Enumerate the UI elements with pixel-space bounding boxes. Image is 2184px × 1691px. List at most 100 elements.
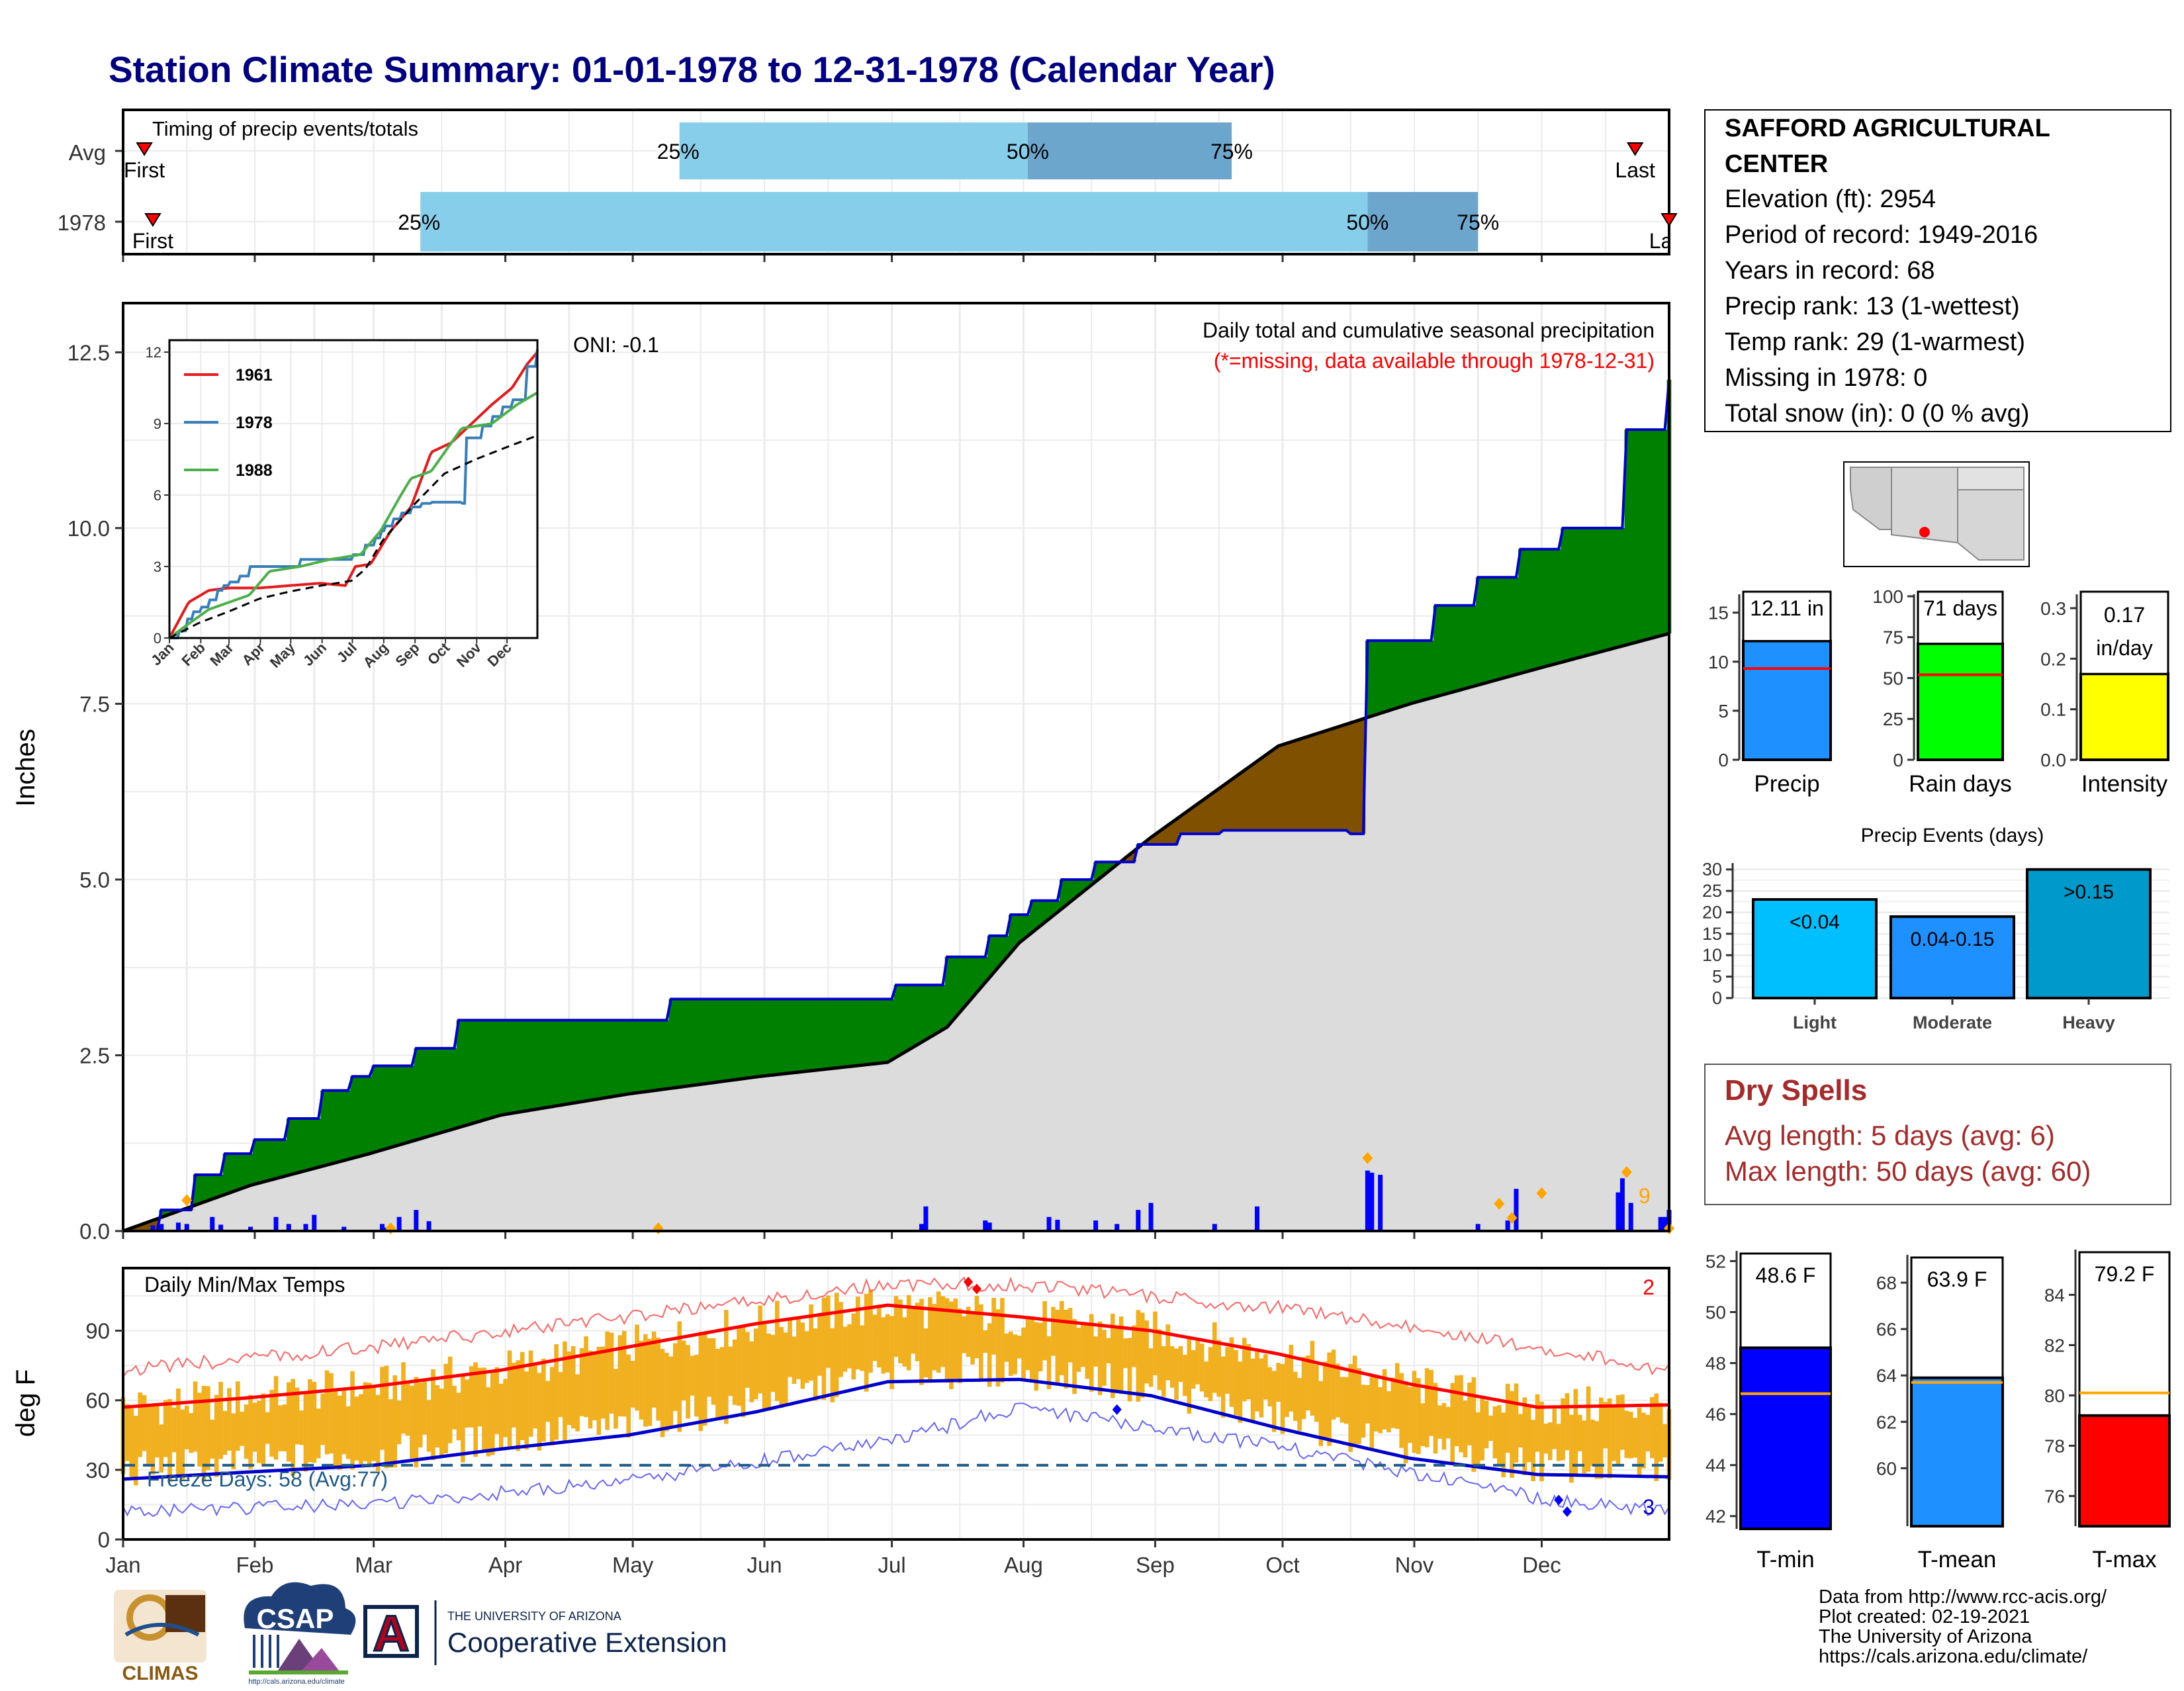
daily-temp-bar (354, 1396, 359, 1461)
daily-temp-bar (388, 1399, 393, 1468)
daily-temp-bar (817, 1313, 822, 1376)
daily-precip-bar (983, 1220, 988, 1231)
daily-temp-bar (940, 1296, 945, 1367)
first-event-label: First (132, 229, 173, 253)
daily-temp-bar (1059, 1301, 1064, 1375)
daily-temp-bar (469, 1366, 474, 1428)
daily-temp-bar (1492, 1406, 1498, 1459)
tbar-value-label: 48.6 F (1756, 1263, 1816, 1287)
daily-temp-bar (995, 1309, 1001, 1387)
precip-y-tick-label: 5.0 (79, 868, 110, 892)
daily-temp-bar (1030, 1316, 1034, 1383)
daily-temp-bar (1633, 1418, 1637, 1458)
daily-temp-bar (1034, 1322, 1039, 1391)
daily-temp-bar (371, 1385, 376, 1461)
daily-precip-bar (1658, 1216, 1663, 1231)
tbar-value-box (1739, 1252, 1832, 1349)
dry-spells-title: Dry Spells (1725, 1074, 1867, 1107)
inset-legend-label: 1961 (236, 366, 273, 385)
daily-temp-bar (1000, 1298, 1005, 1383)
daily-temp-bar (1021, 1327, 1026, 1381)
daily-precip-bar (1148, 1203, 1154, 1231)
daily-temp-bar (337, 1395, 342, 1470)
daily-temp-bar (1042, 1301, 1047, 1361)
daily-temp-bar (545, 1381, 551, 1422)
daily-temp-bar (1216, 1340, 1222, 1397)
tbar-y-tick-label: 82 (2044, 1335, 2065, 1355)
stat-category-label: Precip (1754, 771, 1819, 797)
daily-temp-bar (1068, 1308, 1073, 1363)
daily-temp-bar (1148, 1348, 1154, 1387)
daily-precip-bar (1046, 1216, 1052, 1231)
daily-temp-bar (1314, 1364, 1319, 1422)
daily-temp-bar (881, 1317, 886, 1374)
daily-temp-bar (197, 1393, 202, 1467)
daily-temp-bar (1526, 1407, 1531, 1463)
daily-temp-bar (656, 1338, 660, 1421)
daily-temp-bar (1577, 1414, 1582, 1451)
university-arizona-logo: A THE UNIVERSITY OF ARIZONA Cooperative … (363, 1600, 727, 1665)
tbar-y-tick-label: 68 (1876, 1273, 1897, 1293)
daily-temp-bar (783, 1332, 788, 1404)
daily-temp-bar (715, 1349, 720, 1420)
record-temp-marker (1554, 1494, 1564, 1506)
daily-temp-bar (949, 1301, 954, 1389)
daily-temp-bar (1662, 1424, 1667, 1458)
tbar-y-tick-label: 84 (2044, 1285, 2065, 1305)
dry-spells-avg: Avg length: 5 days (avg: 6) (1725, 1120, 2055, 1151)
daily-temp-bar (592, 1351, 597, 1420)
precip-events-title: Precip Events (days) (1861, 825, 2044, 846)
events-y-tick-label: 20 (1702, 902, 1722, 922)
daily-temp-bar (1017, 1335, 1022, 1359)
freeze-days-label: Freeze Days: 58 (Avg:77) (147, 1467, 388, 1491)
first-event-label: First (124, 158, 165, 182)
daily-temp-bar (167, 1398, 172, 1483)
daily-temp-bar (257, 1400, 261, 1463)
stat-y-tick-label: 75 (1883, 627, 1903, 648)
timing-bar-25-50 (679, 122, 1028, 179)
daily-temp-bar (473, 1362, 478, 1457)
precip-y-tick-label: 12.5 (68, 340, 110, 365)
daily-temp-bar (953, 1298, 958, 1379)
temp-y-tick-label: 90 (85, 1319, 110, 1344)
daily-temp-bar (1403, 1381, 1408, 1464)
temp-y-tick-label: 0 (98, 1528, 110, 1552)
daily-temp-bar (1543, 1424, 1549, 1454)
csap-logo: CSAP http://cals.arizona.edu/climate (244, 1582, 356, 1686)
daily-temp-bar (698, 1332, 704, 1432)
daily-temp-bar (163, 1400, 168, 1457)
precip-y-tick-label: 0.0 (79, 1219, 110, 1244)
daily-temp-bar (779, 1327, 784, 1408)
daily-temp-bar (1238, 1361, 1243, 1423)
precip-panel: 0.0 2.5 5.0 7.5 10.0 12.5 Inches Daily total … (11, 302, 1674, 1244)
stat-y-tick-label: 25 (1883, 709, 1903, 729)
daily-temp-bar (1450, 1383, 1455, 1463)
daily-temp-bar (414, 1377, 419, 1468)
events-bar-label: >0.15 (2064, 882, 2114, 903)
daily-temp-bar (1110, 1313, 1115, 1398)
daily-precip-bar (414, 1210, 419, 1231)
daily-temp-bar (1081, 1323, 1085, 1367)
daily-temp-bar (614, 1369, 618, 1429)
daily-temp-bar (570, 1346, 576, 1429)
daily-temp-bar (1280, 1364, 1285, 1434)
daily-temp-bar (541, 1358, 546, 1441)
events-category-label: Heavy (2062, 1013, 2115, 1032)
first-event-marker (136, 142, 153, 156)
daily-temp-bar (171, 1407, 177, 1453)
record-high-count: 2 (1643, 1275, 1655, 1299)
daily-temp-bar (1336, 1363, 1340, 1418)
daily-precip-bar (1514, 1189, 1519, 1231)
daily-temp-bar (584, 1336, 588, 1418)
daily-precip-bar (379, 1224, 385, 1231)
daily-temp-bar (401, 1362, 406, 1434)
daily-temp-bar (668, 1356, 674, 1427)
daily-temp-bar (974, 1295, 979, 1359)
timing-label-50: 50% (1346, 210, 1388, 234)
temperature-panel: 0 30 60 90 Jan Feb Mar Apr May Jun Jul Aug Sep Oct No… (11, 1267, 1672, 1577)
timing-panel: Timing of precip events/totals Avg 1978 … (58, 109, 1678, 262)
stat-bar-2 (2079, 672, 2169, 761)
daily-temp-bar (1637, 1407, 1642, 1477)
daily-temp-bar (252, 1402, 257, 1452)
daily-temp-bar (745, 1332, 750, 1388)
